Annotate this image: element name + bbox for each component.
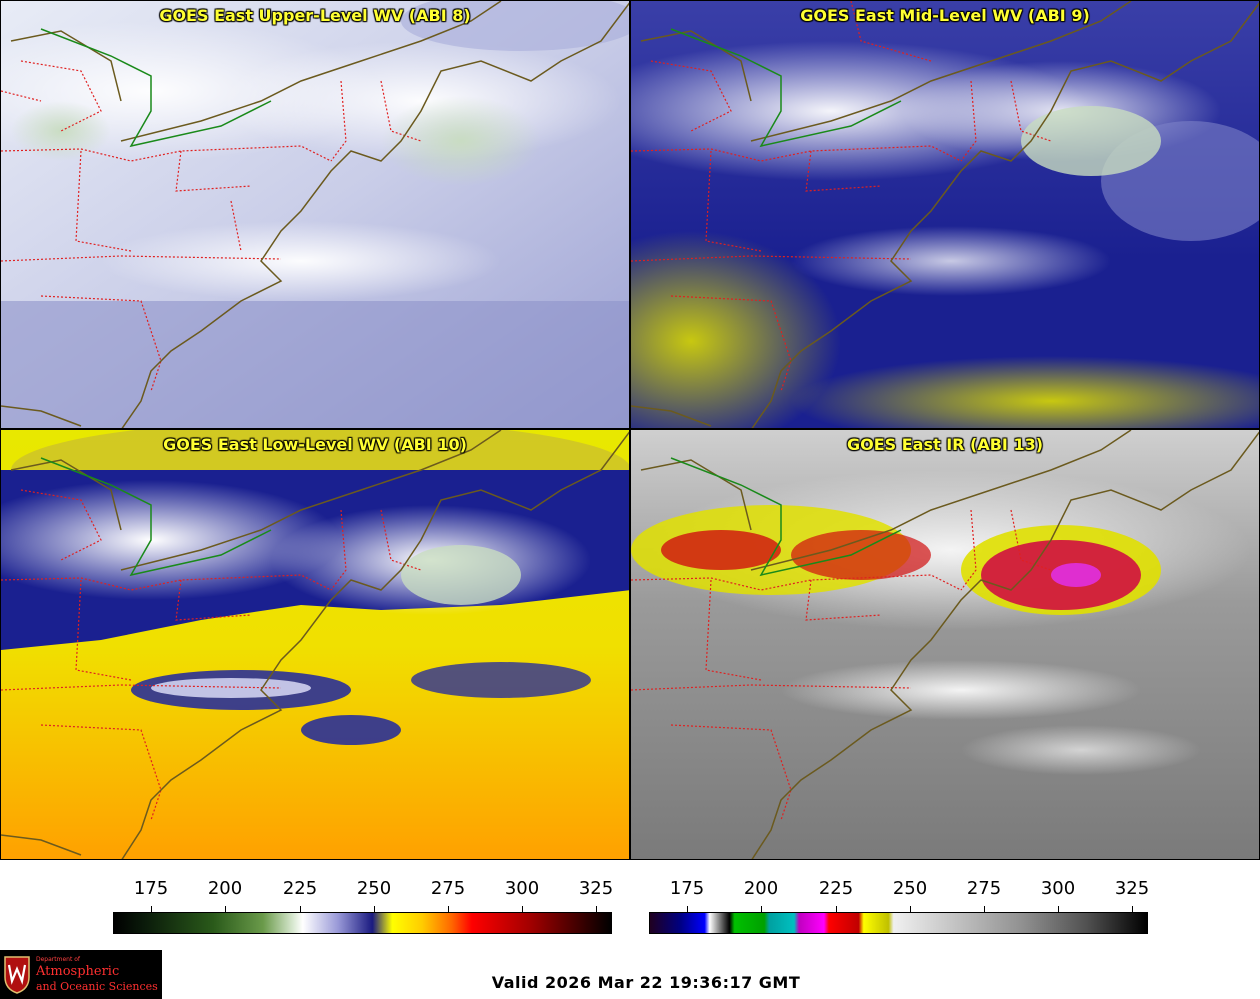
ir-panel: GOES East IR (ABI 13) [630,429,1260,860]
panel-title: GOES East Upper-Level WV (ABI 8) [159,6,471,25]
wv-tick-label: 275 [430,878,466,899]
mid-level-wv-panel: GOES East Mid-Level WV (ABI 9) [630,0,1260,429]
logo-line-3: and Oceanic Sciences [36,980,158,993]
ir-tick-label: 325 [1114,878,1150,899]
valid-timestamp: Valid 2026 Mar 22 19:36:17 GMT [491,973,801,992]
wv-tick-label: 300 [504,878,540,899]
ir-colorbar-ticks: 175 200 225 250 275 300 325 [649,878,1150,918]
mid-level-wv-image [631,1,1259,428]
panel-title: GOES East Low-Level WV (ABI 10) [163,435,467,454]
aos-logo: Department of Atmospheric and Oceanic Sc… [0,950,162,999]
ir-tick-label: 200 [743,878,779,899]
ir-tick-label: 175 [669,878,705,899]
wv-tick-label: 325 [578,878,614,899]
ir-tick-label: 300 [1040,878,1076,899]
wv-tick-label: 175 [133,878,169,899]
wv-colorbar-gradient [113,912,612,934]
wv-colorbar-ticks: 175 200 225 250 275 300 325 [113,878,614,918]
ir-image [631,430,1259,859]
upper-level-wv-image [1,1,629,428]
panel-title: GOES East Mid-Level WV (ABI 9) [800,6,1090,25]
wv-colorbar: 175 200 225 250 275 300 325 [113,878,614,938]
wv-tick-label: 250 [356,878,392,899]
upper-level-wv-panel: GOES East Upper-Level WV (ABI 8) [0,0,630,429]
uw-crest-icon [4,956,30,994]
low-level-wv-panel: GOES East Low-Level WV (ABI 10) [0,429,630,860]
logo-line-1: Department of [36,956,80,963]
ir-tick-label: 275 [966,878,1002,899]
low-level-wv-image [1,430,629,859]
ir-colorbar: 175 200 225 250 275 300 325 [649,878,1150,938]
ir-tick-label: 225 [818,878,854,899]
panel-title: GOES East IR (ABI 13) [846,435,1044,454]
wv-tick-label: 200 [207,878,243,899]
wv-tick-label: 225 [282,878,318,899]
logo-line-2: Atmospheric [36,964,120,979]
ir-colorbar-gradient [649,912,1148,934]
ir-tick-label: 250 [892,878,928,899]
